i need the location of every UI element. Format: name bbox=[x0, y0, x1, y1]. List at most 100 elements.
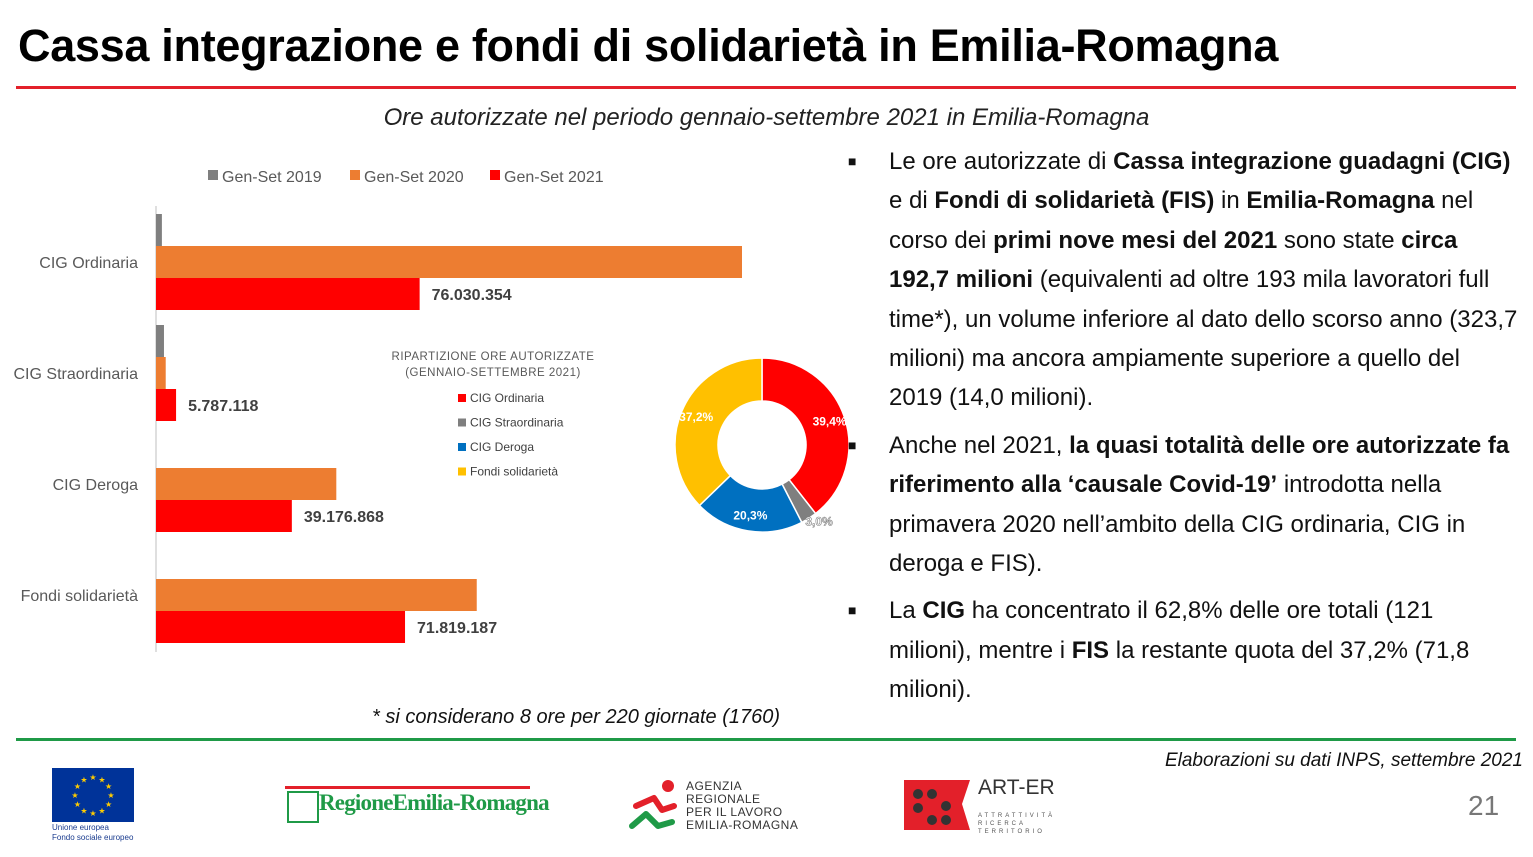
legend-label-1: Gen-Set 2019 bbox=[222, 169, 322, 186]
bullet-item-1: ■ Le ore autorizzate di Cassa integrazion… bbox=[848, 142, 1518, 418]
donut-data-label-2: 3,0% bbox=[805, 515, 833, 529]
donut-legend-label-4: Fondi solidarietà bbox=[470, 465, 558, 479]
eu-star-icon: ★ bbox=[105, 782, 112, 791]
donut-legend-swatch-1 bbox=[458, 394, 466, 402]
agenzia-logo-text: AGENZIA REGIONALE PER IL LAVORO EMILIA-R… bbox=[686, 780, 798, 832]
arter-tagline-3: TERRITORIO bbox=[978, 829, 1045, 835]
donut-legend-label-3: CIG Deroga bbox=[470, 440, 534, 454]
eu-star-icon: ★ bbox=[80, 775, 87, 784]
eu-star-icon: ★ bbox=[98, 775, 105, 784]
legend-swatch-2 bbox=[350, 170, 360, 180]
bullet-text: (equivalenti ad oltre 193 mila lavorator… bbox=[889, 266, 1518, 412]
bullet-bold-text: CIG bbox=[922, 597, 966, 625]
agenzia-line-4: EMILIA-ROMAGNA bbox=[686, 818, 799, 832]
eu-flag-logo: ★ ★ ★ ★ ★ ★ ★ ★ ★ ★ ★ ★ bbox=[52, 768, 134, 822]
bar-2-series-1 bbox=[156, 325, 164, 357]
donut-slice-4 bbox=[674, 357, 763, 507]
bar-4-series-2 bbox=[156, 579, 477, 611]
eu-star-icon: ★ bbox=[107, 791, 114, 800]
arter-tagline: ATTRATTIVITÀ RICERCA TERRITORIO bbox=[978, 812, 1055, 836]
bar-1-series-2 bbox=[156, 246, 742, 278]
bar-1-series-1 bbox=[156, 214, 162, 246]
agenzia-line-3: PER IL LAVORO bbox=[686, 805, 783, 819]
donut-data-label-1: 39,4% bbox=[813, 415, 847, 429]
bullet-bold-text: circa 192,7 milioni bbox=[889, 226, 1458, 294]
bullet-text: La bbox=[889, 597, 923, 625]
bar-4-series-3 bbox=[156, 611, 406, 643]
rer-emblem-icon bbox=[287, 791, 319, 823]
bullet-bold-text: primi nove mesi del 2021 bbox=[993, 226, 1278, 254]
regione-emilia-romagna-logo: RegioneEmilia-Romagna bbox=[285, 786, 550, 824]
bullet-list: ■ Le ore autorizzate di Cassa integrazion… bbox=[848, 142, 1518, 718]
chart-subtitle: Ore autorizzate nel periodo gennaio-sett… bbox=[383, 104, 1150, 131]
arter-logo-text: ART-ER bbox=[978, 776, 1055, 799]
bar-1-series-3 bbox=[156, 278, 420, 310]
bullet-item-3: ■ La CIG ha concentrato il 62,8% delle or… bbox=[848, 591, 1518, 709]
rer-red-stripe bbox=[285, 786, 530, 789]
bullet-text: introdotta nella primavera 2020 nell’amb… bbox=[889, 471, 1466, 578]
chart-area: Gen-Set 2019 Gen-Set 2020 Gen-Set 2021 CIG … bbox=[14, 169, 850, 652]
donut-slice-1 bbox=[761, 357, 850, 515]
bullet-text: Anche nel 2021, bbox=[889, 431, 1070, 459]
bullet-bold-text: Fondi di solidarietà (FIS) bbox=[934, 187, 1215, 215]
rer-logo-text: RegioneEmilia-Romagna bbox=[319, 790, 550, 815]
donut-legend-label-1: CIG Ordinaria bbox=[470, 391, 544, 405]
eu-star-icon: ★ bbox=[74, 800, 81, 809]
category-label-4: Fondi solidarietà bbox=[21, 588, 139, 605]
donut-legend-swatch-4 bbox=[458, 467, 466, 476]
bullet-bold-text: la quasi totalità delle ore autorizzate … bbox=[889, 431, 1510, 499]
footnote: * si considerano 8 ore per 220 giornate … bbox=[372, 706, 781, 728]
data-label-2: 5.787.118 bbox=[188, 398, 258, 415]
bar-3-series-3 bbox=[156, 500, 292, 532]
bullet-text: la restante quota del 37,2% (71,8 milion… bbox=[889, 636, 1470, 704]
bullet-bold-text: Cassa integrazione guadagni (CIG) bbox=[1113, 148, 1511, 175]
data-label-1: 76.030.354 bbox=[432, 287, 512, 304]
bullet-square-icon: ■ bbox=[848, 436, 857, 453]
bullet-text: nel corso dei bbox=[889, 187, 1474, 254]
bullet-text: in bbox=[1214, 187, 1247, 215]
eu-star-icon: ★ bbox=[105, 800, 112, 809]
legend-label-2: Gen-Set 2020 bbox=[364, 169, 464, 186]
donut-data-label-3: 20,3% bbox=[733, 509, 767, 523]
bar-2-series-2 bbox=[156, 357, 166, 389]
donut-legend-swatch-3 bbox=[458, 443, 466, 451]
legend-swatch-3 bbox=[490, 170, 500, 180]
arter-mark-icon bbox=[904, 780, 970, 830]
page-number: 21 bbox=[1468, 790, 1500, 821]
footer-divider bbox=[16, 738, 1516, 741]
eu-caption-line1: Unione europea bbox=[52, 823, 109, 832]
donut-title-line-1: RIPARTIZIONE ORE AUTORIZZATE bbox=[392, 351, 595, 363]
bullet-text: ha concentrato il 62,8% delle ore totali… bbox=[889, 597, 1434, 664]
page-title: Cassa integrazione e fondi di solidariet… bbox=[18, 20, 1279, 71]
eu-caption-line2: Fondo sociale europeo bbox=[52, 833, 134, 842]
eu-star-icon: ★ bbox=[89, 809, 96, 818]
source-note: Elaborazioni su dati INPS, settembre 202… bbox=[1164, 750, 1523, 771]
bullet-text: e di bbox=[889, 187, 935, 215]
eu-star-icon: ★ bbox=[80, 807, 87, 816]
arter-tagline-2: RICERCA bbox=[978, 821, 1027, 827]
category-label-1: CIG Ordinaria bbox=[39, 255, 138, 272]
bar-2-series-3 bbox=[156, 389, 177, 421]
legend-swatch-1 bbox=[208, 170, 218, 180]
eu-caption: Unione europea Fondo sociale europeo bbox=[52, 823, 133, 843]
agenzia-line-1: AGENZIA bbox=[686, 779, 743, 793]
agenzia-runner-icon bbox=[629, 780, 677, 829]
bullet-bold-text: Emilia-Romagna bbox=[1246, 187, 1435, 215]
arter-tagline-1: ATTRATTIVITÀ bbox=[978, 813, 1056, 819]
bar-3-series-2 bbox=[156, 468, 337, 500]
bullet-text: sono state bbox=[1277, 226, 1402, 254]
category-label-3: CIG Deroga bbox=[53, 477, 138, 494]
data-label-4: 71.819.187 bbox=[417, 620, 497, 637]
eu-star-icon: ★ bbox=[89, 773, 96, 782]
title-divider bbox=[16, 86, 1516, 89]
agenzia-line-2: REGIONALE bbox=[686, 792, 761, 806]
bullet-text: Le ore autorizzate di bbox=[889, 148, 1114, 175]
donut-legend-label-2: CIG Straordinaria bbox=[470, 416, 564, 430]
donut-legend-swatch-2 bbox=[458, 418, 466, 427]
donut-data-label-4: 37,2% bbox=[679, 410, 713, 424]
bullet-item-2: ■ Anche nel 2021, la quasi totalità delle… bbox=[848, 426, 1518, 584]
bullet-bold-text: FIS bbox=[1071, 636, 1110, 664]
category-label-2: CIG Straordinaria bbox=[14, 366, 139, 383]
eu-star-icon: ★ bbox=[98, 807, 105, 816]
bullet-square-icon: ■ bbox=[848, 602, 857, 619]
